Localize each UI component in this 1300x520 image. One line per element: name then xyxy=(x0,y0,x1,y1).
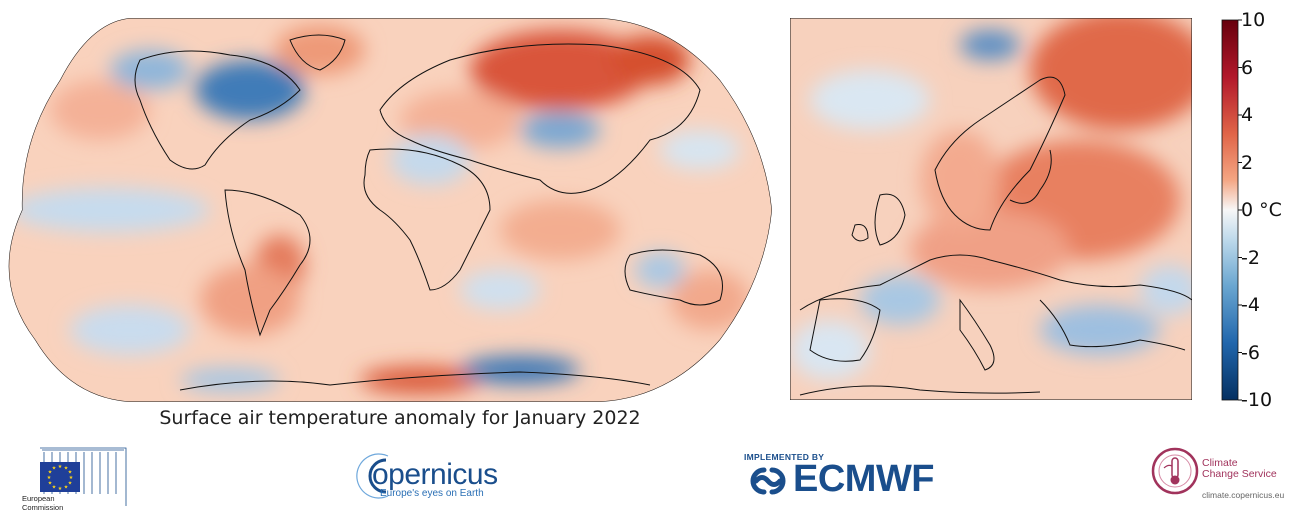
european-commission-logo: ★ ★★ ★★★ ★★★ ★★★ xyxy=(40,447,127,506)
colorbar-tick-label: 2 xyxy=(1241,151,1254,174)
svg-text:★: ★ xyxy=(58,464,63,470)
svg-text:★: ★ xyxy=(52,466,57,472)
copernicus-tagline: Europe's eyes on Earth xyxy=(380,488,484,499)
svg-text:★: ★ xyxy=(68,481,73,487)
europe-map xyxy=(790,18,1192,400)
eu-flag-icon: ★ ★★ ★★★ ★★★ ★★★ xyxy=(40,462,80,492)
colorbar xyxy=(1221,19,1242,401)
c3s-line2: Change Service xyxy=(1202,468,1277,480)
svg-text:★: ★ xyxy=(64,466,69,472)
colorbar-ticks xyxy=(1238,19,1242,401)
map-figure xyxy=(8,18,1242,402)
ec-line2: Commission xyxy=(22,503,64,512)
colorbar-tick-label: 10 xyxy=(1241,9,1266,31)
svg-text:★: ★ xyxy=(69,475,74,481)
colorbar-tick-label: -4 xyxy=(1241,294,1260,316)
colorbar-tick-label: -2 xyxy=(1241,246,1260,269)
svg-text:★: ★ xyxy=(48,470,53,476)
global-map xyxy=(8,18,773,402)
svg-text:★: ★ xyxy=(48,481,53,487)
c3s-url: climate.copernicus.eu xyxy=(1202,490,1285,500)
copernicus-c-icon xyxy=(368,458,387,494)
colorbar-tick-label: -6 xyxy=(1241,341,1260,364)
colorbar-tick-label: -10 xyxy=(1241,389,1273,411)
ec-line1: European xyxy=(22,494,55,503)
ec-logo-text: European Commission xyxy=(22,494,63,512)
svg-text:★: ★ xyxy=(47,475,52,481)
c3s-name: Climate Change Service xyxy=(1202,458,1277,480)
map-title: Surface air temperature anomaly for Janu… xyxy=(159,407,641,429)
colorbar-gradient xyxy=(1221,19,1239,401)
implemented-by: IMPLEMENTED BY xyxy=(744,452,825,462)
copernicus-logo xyxy=(356,453,389,499)
svg-text:★: ★ xyxy=(64,485,69,491)
svg-text:★: ★ xyxy=(68,470,73,476)
ecmwf-wave-icon xyxy=(750,467,786,495)
svg-text:★: ★ xyxy=(52,485,57,491)
colorbar-tick-label: 4 xyxy=(1241,104,1254,126)
logo-row: ★ ★ ★ ★ ★ ★ ★ ★ ★ ★ ★ ★ European Commission oper… xyxy=(0,438,1300,520)
colorbar-tick-label: 0 °C xyxy=(1241,199,1282,221)
c3s-line1: Climate xyxy=(1202,457,1238,469)
svg-text:★: ★ xyxy=(58,486,63,492)
ecmwf-word: ECMWF xyxy=(793,458,935,500)
colorbar-tick-label: 6 xyxy=(1241,56,1254,79)
c3s-thermometer-icon xyxy=(1151,447,1199,495)
copernicus-word: opernicus xyxy=(372,458,498,491)
